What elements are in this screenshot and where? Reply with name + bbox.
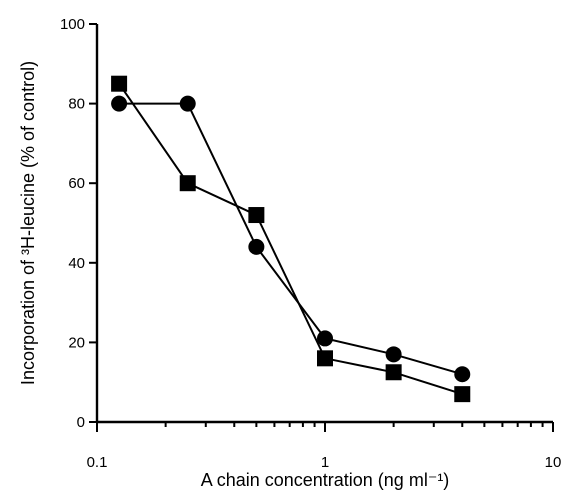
y-tick-label: 20 <box>68 334 85 351</box>
data-point-circle <box>111 95 128 112</box>
x-tick-label: 10 <box>545 454 562 471</box>
data-point-square <box>454 386 471 403</box>
x-tick-label: 0.1 <box>87 454 108 471</box>
series-line-square <box>118 83 463 396</box>
y-tick-label: 40 <box>68 255 85 272</box>
data-point-circle <box>179 95 196 112</box>
y-tick-label: 80 <box>68 96 85 113</box>
series-layer <box>111 75 471 403</box>
y-tick-label: 0 <box>77 414 85 431</box>
data-point-circle <box>454 366 471 383</box>
data-point-square <box>248 207 265 224</box>
y-tick-label: 60 <box>68 175 85 192</box>
data-point-square <box>317 350 333 367</box>
y-tick-label: 100 <box>60 16 85 33</box>
x-tick-label: 1 <box>321 454 329 471</box>
x-axis-title: A chain concentration (ng ml⁻¹) <box>201 470 450 490</box>
data-point-circle <box>317 330 333 347</box>
data-point-square <box>385 364 402 381</box>
ticks: 0 20 40 60 80 100 0.1 1 10 <box>60 16 561 471</box>
data-point-circle <box>248 238 265 255</box>
data-point-square <box>111 75 128 92</box>
data-point-circle <box>385 346 402 363</box>
data-point-square <box>179 175 196 192</box>
y-axis-title: Incorporation of ³H-leucine (% of contro… <box>18 61 38 385</box>
series-line-circle <box>119 102 463 376</box>
